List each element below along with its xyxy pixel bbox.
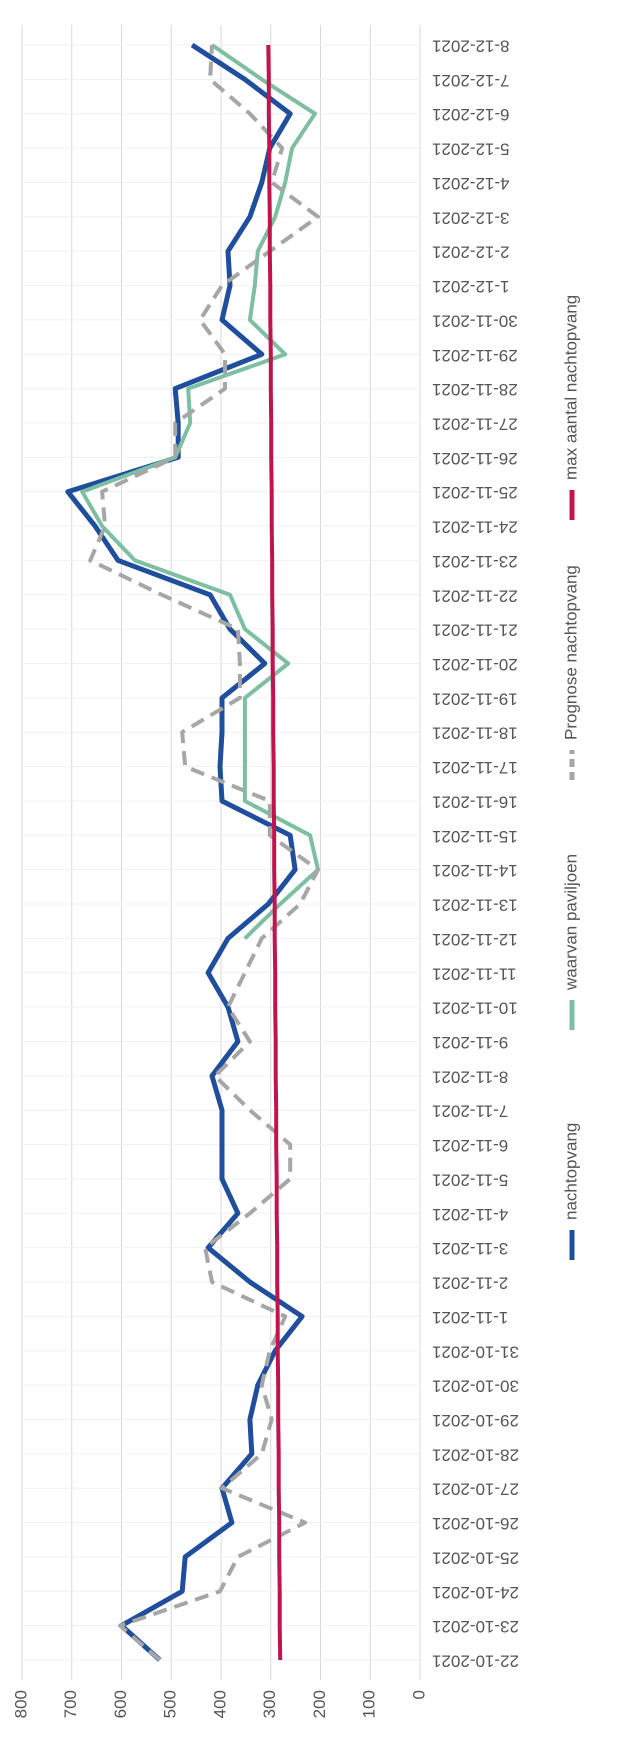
- y-tick-label: 300: [260, 1690, 279, 1718]
- x-tick-label: 1-12-2021: [432, 277, 510, 296]
- rotated-chart: 0 100 200 300 400 500 600 700 800 22-10-2021 23-10…: [11, 25, 580, 1718]
- legend-label: waarvan paviljoen: [561, 854, 580, 991]
- x-tick-label: 1-11-2021: [432, 1308, 508, 1327]
- legend-label: Prognose nachtopvang: [561, 565, 580, 740]
- legend-item: max aantal nachtopvang: [561, 295, 580, 520]
- x-tick-label: 2-11-2021: [432, 1274, 508, 1293]
- x-tick-label: 16-11-2021: [432, 792, 518, 811]
- x-tick-label: 6-12-2021: [432, 105, 510, 124]
- series-line: [88, 44, 320, 1662]
- x-tick-label: 8-11-2021: [432, 1067, 508, 1086]
- x-tick-label: 22-11-2021: [432, 586, 518, 605]
- x-tick-label: 12-11-2021: [432, 930, 518, 949]
- x-tick-label: 29-11-2021: [432, 346, 518, 365]
- y-tick-label: 700: [61, 1690, 80, 1718]
- x-tick-label: 30-11-2021: [432, 311, 518, 330]
- x-tick-label: 15-11-2021: [432, 827, 518, 846]
- y-tick-label: 500: [161, 1690, 180, 1718]
- x-tick-label: 27-10-2021: [432, 1480, 519, 1499]
- legend-label: nachtopvang: [561, 1123, 580, 1220]
- x-tick-label: 14-11-2021: [432, 861, 518, 880]
- x-tick-label: 10-11-2021: [432, 999, 518, 1018]
- x-tick-label: 23-10-2021: [432, 1617, 519, 1636]
- y-tick-label: 800: [11, 1690, 30, 1718]
- x-tick-label: 8-12-2021: [432, 37, 510, 56]
- x-tick-label: 30-10-2021: [432, 1377, 519, 1396]
- x-tick-label: 21-11-2021: [432, 621, 518, 640]
- x-tick-label: 24-11-2021: [432, 518, 518, 537]
- x-tick-label: 18-11-2021: [432, 724, 518, 743]
- x-tick-label: 2-12-2021: [432, 243, 510, 262]
- x-tick-label: 24-10-2021: [432, 1583, 519, 1602]
- x-tick-label: 26-11-2021: [432, 449, 518, 468]
- x-tick-label: 4-12-2021: [432, 174, 510, 193]
- x-tick-label: 25-10-2021: [432, 1548, 519, 1567]
- y-tick-label: 100: [360, 1690, 379, 1718]
- x-tick-label: 3-11-2021: [432, 1239, 508, 1258]
- x-tick-label: 5-12-2021: [432, 140, 510, 159]
- y-tick-label: 200: [310, 1690, 329, 1718]
- series-line: [65, 42, 305, 1662]
- x-tick-label: 29-10-2021: [432, 1411, 519, 1430]
- x-tick-label: 31-10-2021: [432, 1342, 519, 1361]
- x-tick-label: 23-11-2021: [432, 552, 518, 571]
- x-tick-label: 11-11-2021: [432, 964, 516, 983]
- x-tick-label: 5-11-2021: [432, 1170, 508, 1189]
- x-tick-label: 7-11-2021: [432, 1102, 508, 1121]
- y-tick-label: 600: [111, 1690, 130, 1718]
- x-tick-label: 28-11-2021: [432, 380, 518, 399]
- x-tick-label: 22-10-2021: [432, 1652, 519, 1671]
- legend-label: max aantal nachtopvang: [561, 295, 580, 480]
- x-tick-label: 4-11-2021: [432, 1205, 508, 1224]
- y-tick-label: 400: [210, 1690, 229, 1718]
- x-tick-label: 20-11-2021: [432, 655, 518, 674]
- x-tick-label: 26-10-2021: [432, 1514, 519, 1533]
- legend-item: nachtopvang: [561, 1123, 580, 1260]
- x-tick-label: 25-11-2021: [432, 483, 518, 502]
- x-tick-label: 28-10-2021: [432, 1445, 519, 1464]
- x-tick-label: 27-11-2021: [432, 414, 518, 433]
- x-tick-label: 17-11-2021: [432, 758, 518, 777]
- x-tick-label: 7-12-2021: [432, 71, 510, 90]
- y-tick-label: 0: [409, 1690, 428, 1699]
- x-tick-label: 19-11-2021: [432, 689, 518, 708]
- series-line: [266, 44, 283, 1661]
- x-tick-label: 6-11-2021: [432, 1136, 508, 1155]
- x-tick-label: 13-11-2021: [432, 896, 518, 915]
- legend-item: waarvan paviljoen: [561, 854, 580, 1030]
- x-tick-label: 9-11-2021: [432, 1033, 508, 1052]
- x-tick-label: 3-12-2021: [432, 208, 510, 227]
- legend-item: Prognose nachtopvang: [561, 565, 580, 780]
